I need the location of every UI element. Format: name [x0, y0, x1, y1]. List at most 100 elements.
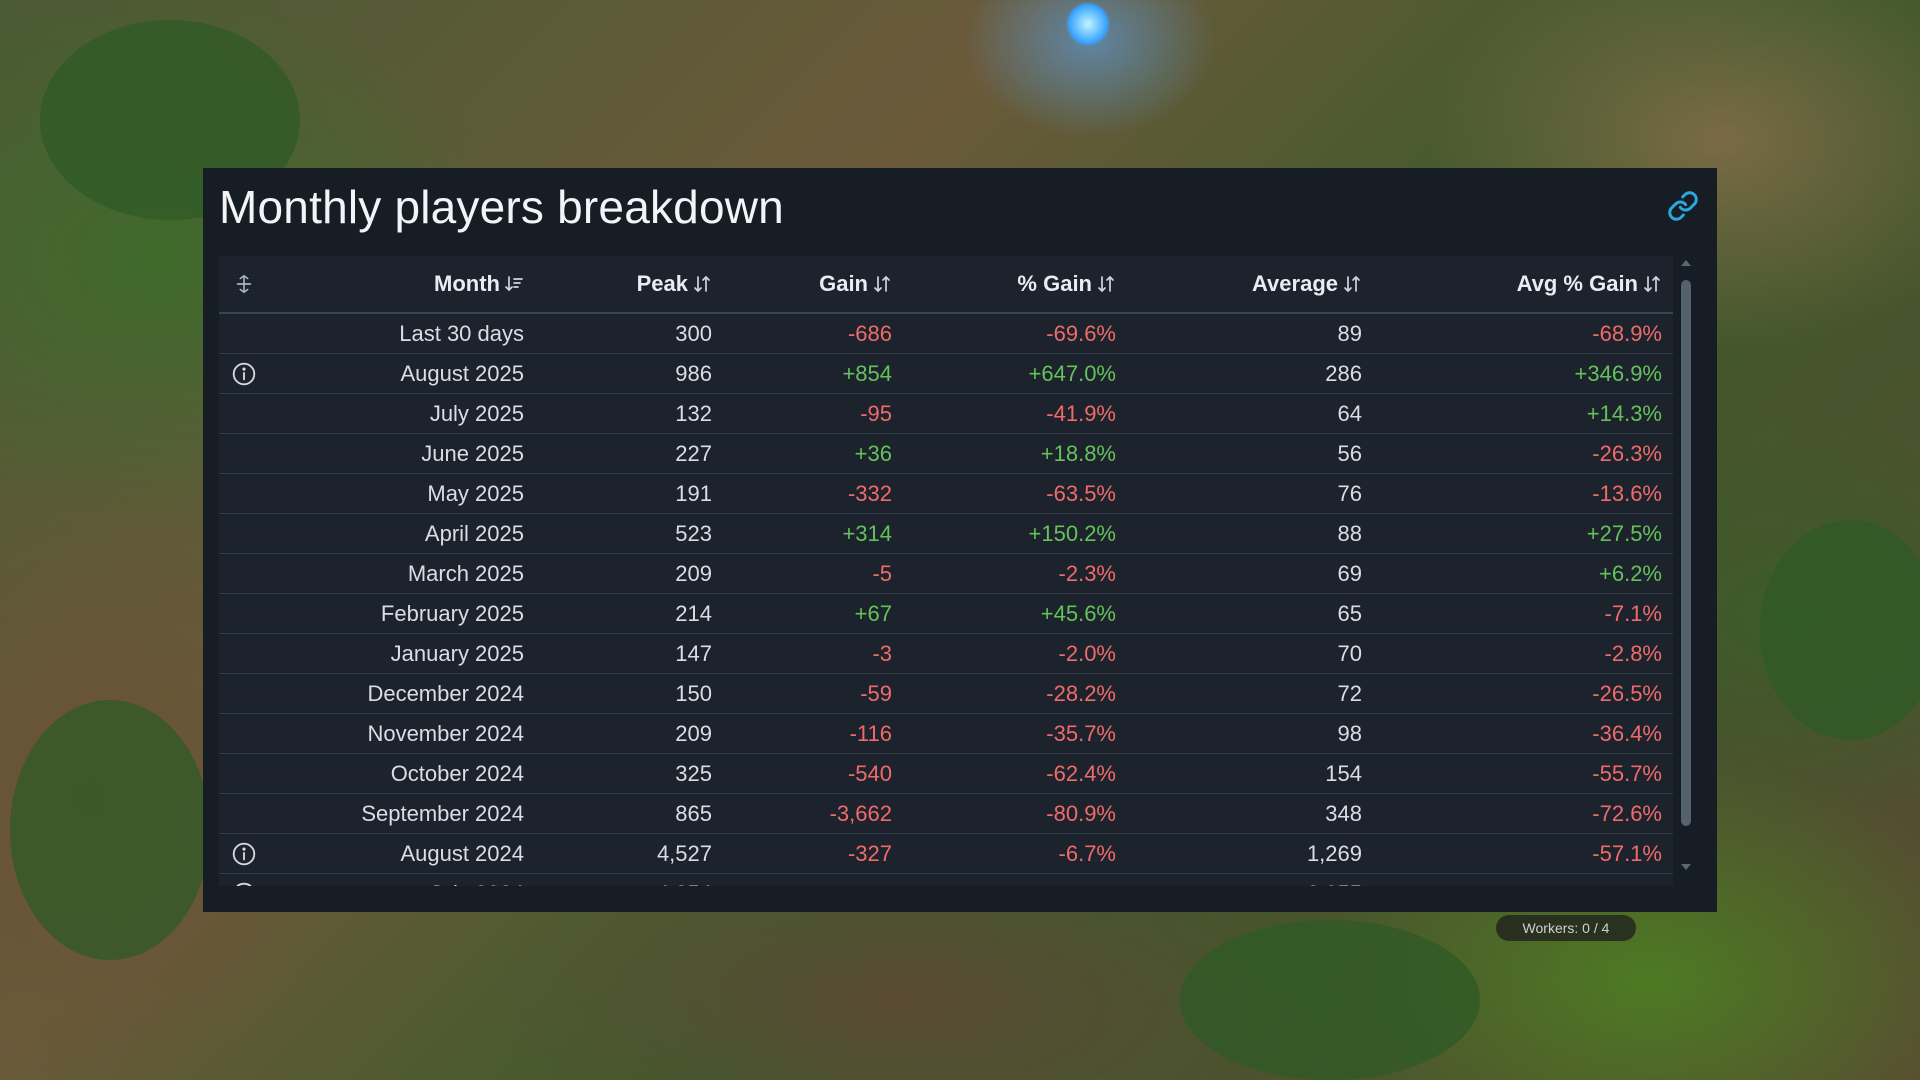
cell-gain: -3: [712, 633, 892, 674]
table-row: October 2024 325 -540 -62.4% 154 -55.7%: [219, 753, 1673, 794]
row-info-cell: [219, 473, 279, 514]
cell-pct-gain: -35.7%: [892, 713, 1116, 754]
table-row: August 2025 986 +854 +647.0% 286 +346.9%: [219, 353, 1673, 394]
cell-pct-gain: [892, 873, 1116, 886]
cell-average: 154: [1116, 753, 1362, 794]
cell-pct-gain: +18.8%: [892, 433, 1116, 474]
cell-gain: +67: [712, 593, 892, 634]
cell-month: December 2024: [279, 673, 524, 714]
cell-peak: 523: [524, 513, 712, 554]
cell-month: April 2025: [279, 513, 524, 554]
cell-month: November 2024: [279, 713, 524, 754]
column-header-peak[interactable]: Peak: [524, 256, 712, 314]
sort-icon[interactable]: [1096, 274, 1116, 294]
table-row: March 2025 209 -5 -2.3% 69 +6.2%: [219, 553, 1673, 594]
row-info-cell: [219, 433, 279, 474]
cell-average: 1,269: [1116, 833, 1362, 874]
column-header-average[interactable]: Average: [1116, 256, 1362, 314]
link-icon[interactable]: [1667, 190, 1699, 222]
scroll-up-icon[interactable]: [1681, 260, 1691, 266]
cell-pct-gain: +150.2%: [892, 513, 1116, 554]
cell-gain: -5: [712, 553, 892, 594]
cell-avg-pct-gain: -36.4%: [1362, 713, 1673, 754]
cell-gain: -686: [712, 313, 892, 354]
cell-average: 88: [1116, 513, 1362, 554]
cell-gain: -332: [712, 473, 892, 514]
cell-peak: 132: [524, 393, 712, 434]
column-header-month[interactable]: Month: [279, 256, 524, 314]
table-row: December 2024 150 -59 -28.2% 72 -26.5%: [219, 673, 1673, 714]
sort-icon[interactable]: [1642, 274, 1662, 294]
row-info-cell: [219, 313, 279, 354]
cell-avg-pct-gain: +14.3%: [1362, 393, 1673, 434]
cell-average: 72: [1116, 673, 1362, 714]
cell-avg-pct-gain: [1362, 873, 1673, 886]
column-header-pct-gain[interactable]: % Gain: [892, 256, 1116, 314]
cell-peak: 209: [524, 713, 712, 754]
row-info-cell: [219, 793, 279, 834]
info-icon[interactable]: [231, 881, 257, 887]
background-foliage: [1760, 520, 1920, 740]
sort-descending-icon[interactable]: [504, 274, 524, 294]
table-scrollbar[interactable]: [1679, 258, 1693, 872]
background-hud-workers: Workers: 0 / 4: [1496, 915, 1636, 941]
cell-avg-pct-gain: -57.1%: [1362, 833, 1673, 874]
row-info-cell: [219, 753, 279, 794]
table-header-row: Month Peak Gain: [219, 256, 1673, 314]
info-icon[interactable]: [231, 841, 257, 867]
cell-gain: -59: [712, 673, 892, 714]
table-row: April 2025 523 +314 +150.2% 88 +27.5%: [219, 513, 1673, 554]
cell-peak: 865: [524, 793, 712, 834]
cell-avg-pct-gain: -26.5%: [1362, 673, 1673, 714]
cell-average: 70: [1116, 633, 1362, 674]
cell-average: 65: [1116, 593, 1362, 634]
cell-month: Last 30 days: [279, 313, 524, 354]
cell-gain: -540: [712, 753, 892, 794]
cell-avg-pct-gain: -72.6%: [1362, 793, 1673, 834]
column-header-label: % Gain: [1017, 271, 1092, 296]
cell-gain: +36: [712, 433, 892, 474]
scrollbar-thumb[interactable]: [1681, 280, 1691, 826]
cell-month: October 2024: [279, 753, 524, 794]
background-foliage: [10, 700, 210, 960]
monthly-players-panel: Monthly players breakdown Month: [203, 168, 1717, 912]
column-header-avg-pct-gain[interactable]: Avg % Gain: [1362, 256, 1673, 314]
cell-month: July 2025: [279, 393, 524, 434]
cell-peak: 147: [524, 633, 712, 674]
table-row: January 2025 147 -3 -2.0% 70 -2.8%: [219, 633, 1673, 674]
background-glow-icon: [1066, 2, 1110, 46]
row-info-cell: [219, 713, 279, 754]
sort-icon[interactable]: [692, 274, 712, 294]
cell-peak: 209: [524, 553, 712, 594]
cell-month: January 2025: [279, 633, 524, 674]
scroll-down-icon[interactable]: [1681, 864, 1691, 870]
sort-icon[interactable]: [872, 274, 892, 294]
cell-gain: -95: [712, 393, 892, 434]
cell-month: August 2025: [279, 353, 524, 394]
cell-month: July 2024: [279, 873, 524, 886]
column-header-gain[interactable]: Gain: [712, 256, 892, 314]
cell-month: September 2024: [279, 793, 524, 834]
sort-icon[interactable]: [1342, 274, 1362, 294]
cell-average: 89: [1116, 313, 1362, 354]
column-header-label: Peak: [636, 271, 688, 296]
drag-handle-icon[interactable]: [233, 273, 255, 295]
row-info-cell: [219, 393, 279, 434]
cell-peak: 150: [524, 673, 712, 714]
cell-pct-gain: +647.0%: [892, 353, 1116, 394]
panel-title: Monthly players breakdown: [219, 181, 784, 233]
cell-month: May 2025: [279, 473, 524, 514]
info-icon[interactable]: [231, 361, 257, 387]
row-info-cell: [219, 633, 279, 674]
cell-month: March 2025: [279, 553, 524, 594]
table-row: August 2024 4,527 -327 -6.7% 1,269 -57.1%: [219, 833, 1673, 874]
cell-avg-pct-gain: -13.6%: [1362, 473, 1673, 514]
drag-handle-header[interactable]: [219, 256, 279, 314]
cell-pct-gain: -2.0%: [892, 633, 1116, 674]
players-table-container[interactable]: Month Peak Gain: [219, 256, 1673, 886]
cell-avg-pct-gain: -68.9%: [1362, 313, 1673, 354]
table-body: Last 30 days 300 -686 -69.6% 89 -68.9% August …: [219, 313, 1673, 886]
cell-peak: 191: [524, 473, 712, 514]
table-row: November 2024 209 -116 -35.7% 98 -36.4%: [219, 713, 1673, 754]
